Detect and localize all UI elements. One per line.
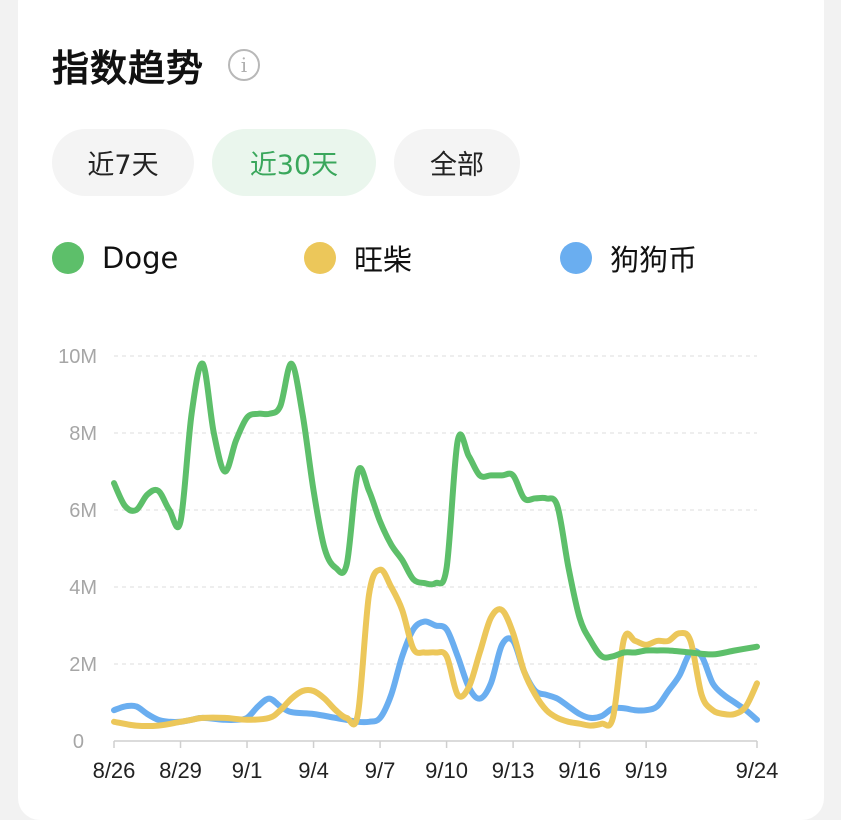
trend-line-chart: 0 2M 4M 6M 8M 10M 8/26 8/29 9/1 9/4 9/7 9/10 9/13 9/… [58, 346, 779, 783]
title-row: 指数趋势 i [52, 38, 260, 92]
x-tick-label: 9/10 [425, 758, 468, 783]
y-tick-label: 10M [58, 346, 97, 368]
info-icon[interactable]: i [228, 49, 260, 81]
y-tick-label: 4M [69, 577, 97, 599]
x-axis: 8/26 8/29 9/1 9/4 9/7 9/10 9/13 9/16 9/19 9/24 [93, 740, 779, 783]
series-line-wangchai [111, 566, 760, 730]
x-tick-label: 8/26 [93, 758, 136, 783]
x-tick-label: 9/24 [736, 758, 779, 783]
legend-label-doge: Doge [102, 241, 179, 275]
tab-7-days[interactable]: 近7天 [52, 129, 194, 196]
legend-label-wangchai: 旺柴 [354, 243, 413, 277]
legend-item-doge[interactable]: Doge [52, 236, 178, 280]
legend: Doge 旺柴 狗狗币 [52, 236, 812, 280]
legend-item-wangchai[interactable]: 旺柴 [304, 236, 412, 280]
tab-30-days[interactable]: 近30天 [212, 129, 376, 196]
y-tick-label: 6M [69, 500, 97, 522]
y-axis-ticks: 0 2M 4M 6M 8M 10M [58, 346, 97, 753]
series-line-doge [111, 360, 760, 661]
legend-dot-doge [52, 242, 84, 274]
y-tick-label: 2M [69, 654, 97, 676]
x-tick-label: 9/1 [232, 758, 263, 783]
legend-label-dogecoin: 狗狗币 [610, 243, 698, 277]
series-line-dogecoin [111, 618, 760, 726]
y-tick-label: 0 [73, 731, 84, 753]
legend-dot-wangchai [304, 242, 336, 274]
x-tick-label: 9/4 [298, 758, 329, 783]
page-title: 指数趋势 [52, 47, 204, 90]
x-tick-label: 9/16 [558, 758, 601, 783]
x-tick-label: 9/13 [492, 758, 535, 783]
time-range-tabs: 近7天 近30天 全部 [52, 129, 520, 196]
x-tick-label: 9/19 [625, 758, 668, 783]
legend-item-dogecoin[interactable]: 狗狗币 [560, 236, 697, 280]
series-layer [111, 360, 760, 730]
legend-dot-dogecoin [560, 242, 592, 274]
y-tick-label: 8M [69, 423, 97, 445]
grid-layer [114, 355, 757, 665]
x-tick-label: 8/29 [159, 758, 202, 783]
x-tick-label: 9/7 [365, 758, 396, 783]
tab-all[interactable]: 全部 [394, 129, 520, 196]
